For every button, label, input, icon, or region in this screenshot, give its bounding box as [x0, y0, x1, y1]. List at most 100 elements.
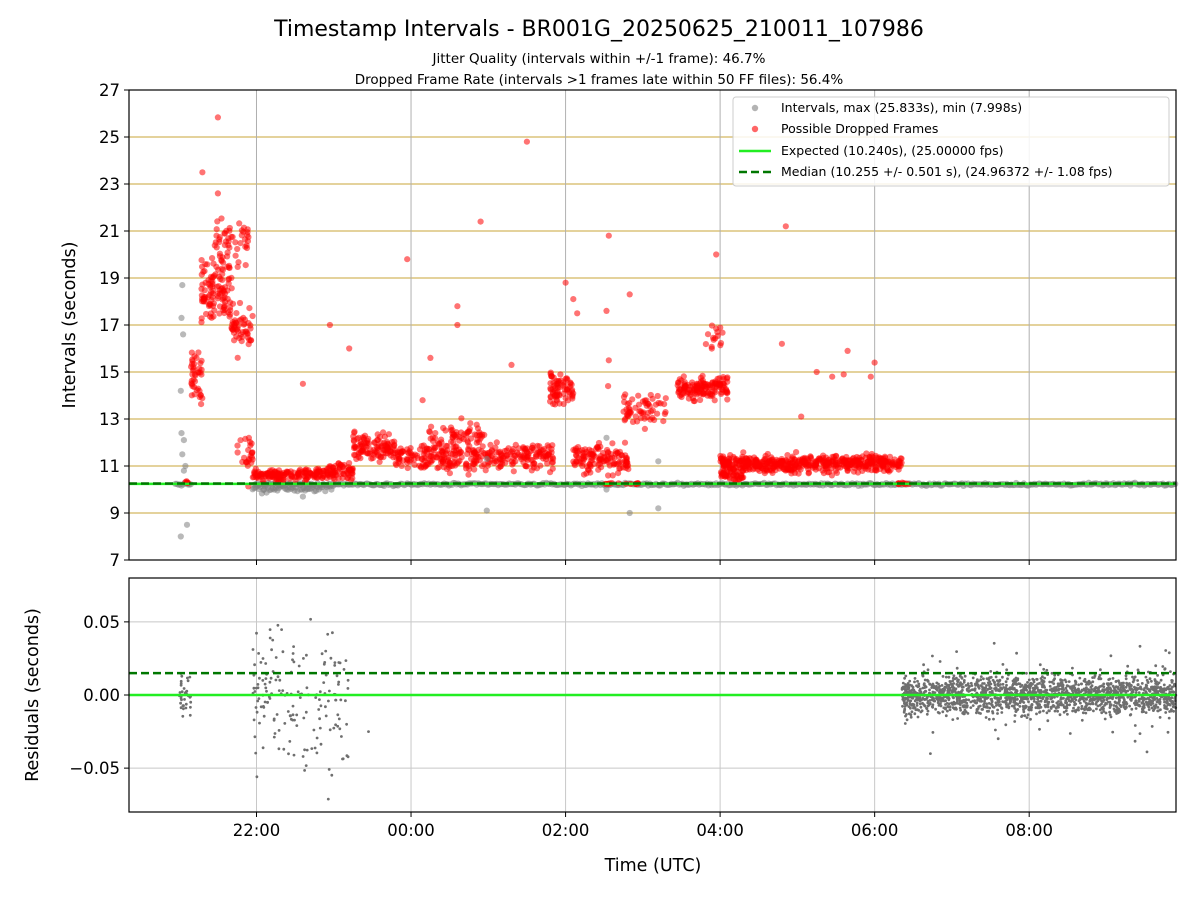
dropped-frame-point [587, 451, 595, 458]
residual-point [1033, 688, 1036, 691]
dropped-frame-point [409, 452, 417, 459]
residual-point [903, 702, 906, 706]
dropped-frame-point [436, 441, 443, 448]
residual-point [951, 718, 955, 721]
dropped-frame-point [544, 442, 551, 449]
dropped-frame-point [607, 451, 615, 458]
residual-point [1148, 677, 1152, 681]
residual-point [955, 683, 959, 686]
residual-point [315, 736, 319, 740]
residual-point [947, 698, 951, 702]
dropped-frame-point [420, 442, 427, 449]
residual-point [1013, 714, 1017, 717]
dropped-frame-point [220, 295, 227, 302]
residual-point [1042, 709, 1045, 713]
dropped-frame-point [825, 457, 832, 464]
residual-point [1156, 706, 1160, 709]
residual-point [926, 709, 930, 713]
interval-point [179, 282, 186, 289]
residual-point [1083, 677, 1087, 681]
residual-point [334, 698, 338, 702]
residual-point [1027, 700, 1030, 704]
dropped-frame-point [244, 330, 251, 338]
residual-point [1111, 730, 1115, 734]
interval-point [178, 314, 185, 321]
residual-point [942, 699, 945, 702]
dropped-frame-point [475, 446, 482, 453]
residual-point [996, 697, 1000, 701]
residual-point [254, 706, 258, 709]
residual-point [344, 699, 347, 703]
residual-point [929, 752, 932, 755]
residual-point [1046, 719, 1050, 723]
residual-point [1170, 708, 1173, 711]
residual-point [916, 685, 920, 689]
residual-point [927, 703, 931, 707]
residual-point [1125, 681, 1128, 685]
residual-point [1059, 701, 1063, 704]
dropped-frame-point [763, 467, 770, 474]
figure-subtitle-jitter: Jitter Quality (intervals within +/-1 fr… [432, 51, 766, 67]
residual-point [1099, 668, 1102, 672]
dropped-frame-point [573, 452, 580, 460]
residual-point [181, 714, 185, 718]
residual-point [1085, 686, 1088, 689]
residual-point [1126, 664, 1130, 668]
residual-point [330, 773, 334, 777]
residual-point [990, 702, 993, 706]
dropped-frame-point [813, 368, 820, 376]
residual-point [305, 748, 309, 752]
legend-label-dropped: Possible Dropped Frames [781, 121, 938, 136]
residual-point [1132, 677, 1136, 681]
residual-point [1001, 675, 1004, 679]
residual-point [1058, 713, 1062, 717]
dropped-frame-point [236, 299, 244, 307]
dropped-frame-point [637, 415, 645, 422]
dropped-frame-point [778, 463, 785, 470]
residual-point [336, 724, 340, 728]
residual-point [1134, 691, 1138, 694]
residual-point [1166, 703, 1170, 707]
residual-point [179, 696, 183, 700]
residual-point [1130, 695, 1133, 699]
residual-point [281, 689, 285, 692]
residual-point [979, 699, 982, 703]
residual-point [1089, 691, 1093, 694]
residual-point [925, 712, 929, 716]
residual-point [259, 705, 263, 709]
residual-point [989, 682, 993, 686]
intervals-y-tick-label: 21 [99, 222, 120, 241]
residual-point [256, 683, 260, 686]
dropped-frame-point [635, 401, 643, 408]
dropped-frame-point [595, 439, 603, 447]
dropped-frame-point [204, 261, 211, 268]
dropped-frame-point [733, 456, 740, 463]
residual-point [1041, 697, 1045, 701]
dropped-frame-point [732, 473, 739, 480]
residual-point [1134, 703, 1137, 707]
residual-point [1025, 697, 1029, 701]
x-tick-label: 06:00 [851, 821, 899, 840]
residual-point [983, 701, 986, 705]
dropped-frame-point [244, 238, 251, 245]
residual-point [1036, 706, 1040, 710]
dropped-frame-point [330, 467, 337, 474]
residual-point [179, 706, 183, 710]
legend-label-expected: Expected (10.240s), (25.00000 fps) [781, 143, 1003, 158]
dropped-frame-point [234, 442, 241, 449]
residual-point [1042, 667, 1046, 671]
dropped-frame-point [872, 463, 879, 470]
residual-point [905, 713, 908, 716]
residual-point [1134, 707, 1138, 710]
residual-point [1064, 680, 1068, 684]
dropped-frame-point [242, 435, 249, 442]
residual-point [921, 686, 925, 690]
dropped-frame-point [393, 461, 400, 469]
dropped-frame-point [549, 454, 556, 461]
residual-point [958, 697, 961, 700]
residual-point [338, 661, 342, 665]
residual-point [1051, 689, 1055, 693]
residual-point [1030, 703, 1033, 707]
residual-point [1130, 707, 1134, 711]
